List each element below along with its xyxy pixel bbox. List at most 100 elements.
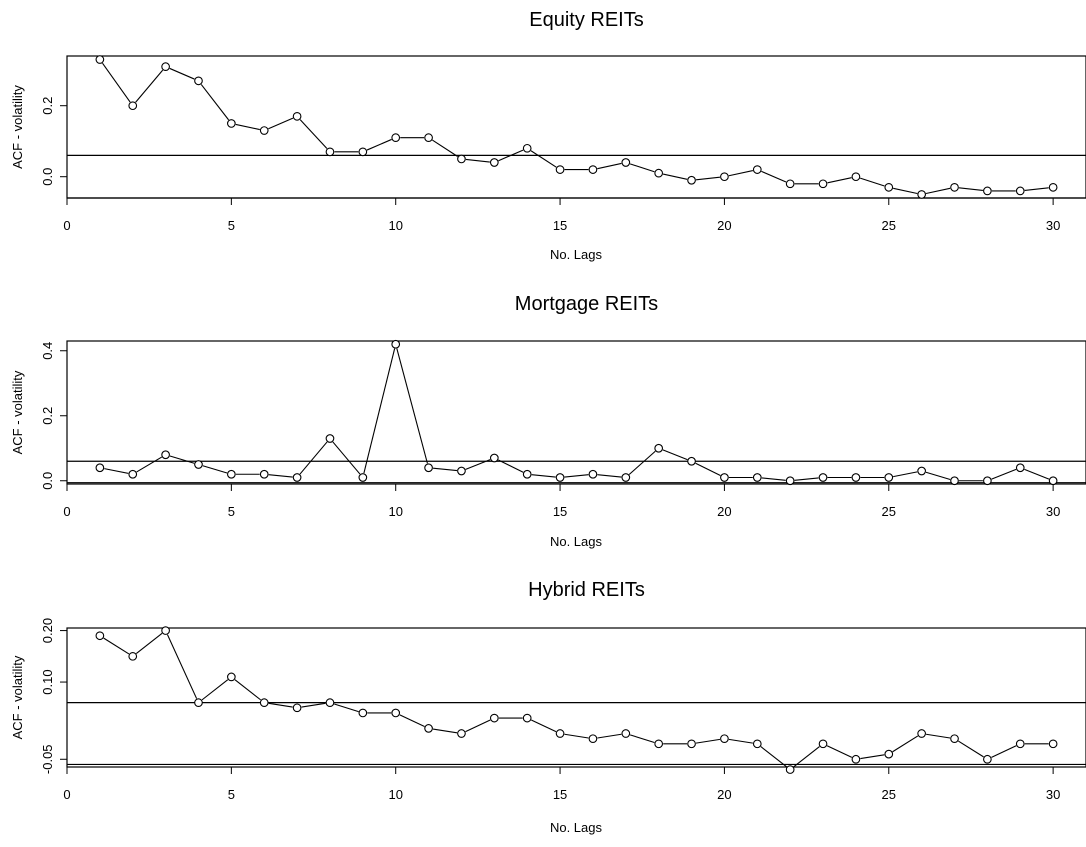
series-segment xyxy=(695,176,721,181)
series-segment xyxy=(629,163,655,173)
x-tick-label: 25 xyxy=(882,218,896,233)
plot-frame-1 xyxy=(66,55,1086,199)
data-point xyxy=(687,175,696,185)
series-segment xyxy=(860,177,885,187)
series-segment xyxy=(794,477,819,481)
series-segment xyxy=(268,117,294,130)
series-segment xyxy=(530,150,557,168)
data-point xyxy=(489,453,499,463)
data-point xyxy=(720,734,729,744)
series-segment xyxy=(1024,468,1050,480)
data-point xyxy=(161,626,170,635)
data-point xyxy=(391,708,401,718)
data-point xyxy=(194,76,203,86)
series-segment xyxy=(728,738,753,744)
data-point xyxy=(983,186,992,196)
data-point xyxy=(227,119,236,128)
series-segment xyxy=(135,69,164,103)
series-segment xyxy=(465,459,491,470)
plot-frame-3 xyxy=(66,627,1086,768)
data-point xyxy=(785,765,795,774)
data-point xyxy=(752,165,762,174)
data-point xyxy=(654,168,664,178)
x-tick-label: 10 xyxy=(388,218,402,233)
series-segment xyxy=(662,449,688,461)
series-segment xyxy=(925,471,951,480)
series-segment xyxy=(531,474,556,478)
y-tick-label: -0.05 xyxy=(40,744,55,774)
data-point xyxy=(950,476,959,486)
data-point xyxy=(292,473,302,482)
data-point xyxy=(917,729,926,738)
data-point xyxy=(884,473,894,482)
data-point xyxy=(325,698,335,707)
series-segment xyxy=(235,123,260,131)
series-segment xyxy=(202,465,228,474)
data-point xyxy=(391,339,401,349)
y-tick-label: 0.2 xyxy=(40,97,55,115)
data-point xyxy=(161,62,170,72)
x-tick-label: 15 xyxy=(553,218,567,233)
series-segment xyxy=(564,733,589,739)
data-point xyxy=(983,476,992,486)
series-segment xyxy=(498,459,524,473)
data-point xyxy=(292,111,302,121)
data-point xyxy=(522,143,532,153)
series-segment xyxy=(465,158,490,163)
series-segment xyxy=(135,632,163,654)
series-segment xyxy=(169,455,195,464)
y-tick-label: 0.0 xyxy=(40,472,55,490)
data-point xyxy=(588,165,598,174)
data-point xyxy=(785,179,795,189)
data-point xyxy=(194,698,203,707)
data-point xyxy=(884,183,894,192)
data-point xyxy=(489,713,499,723)
data-point xyxy=(720,172,729,182)
data-point xyxy=(818,739,828,749)
series-segment xyxy=(432,139,458,157)
data-point xyxy=(292,703,302,713)
series-segment xyxy=(363,348,396,474)
data-point xyxy=(95,55,105,64)
x-tick-label: 30 xyxy=(1046,504,1060,519)
series-segment xyxy=(597,474,622,478)
series-segment xyxy=(268,474,293,478)
data-point xyxy=(555,473,565,482)
x-tick-label: 5 xyxy=(228,218,235,233)
series-segment xyxy=(268,702,293,708)
series-segment xyxy=(301,702,326,708)
data-point xyxy=(752,739,762,749)
series-segment xyxy=(728,170,754,177)
data-point xyxy=(1015,186,1025,196)
data-point xyxy=(621,473,631,482)
data-point xyxy=(358,473,368,482)
data-point xyxy=(358,708,368,718)
data-point xyxy=(522,469,532,479)
data-point xyxy=(818,473,828,482)
plot-frame-2 xyxy=(66,340,1086,485)
data-point xyxy=(950,734,959,744)
x-tick-label: 10 xyxy=(388,787,402,802)
data-point xyxy=(654,739,664,749)
data-point xyxy=(325,434,335,443)
series-segment xyxy=(958,187,983,191)
data-point xyxy=(1048,183,1058,192)
series-segment xyxy=(761,477,786,481)
data-point xyxy=(588,734,598,744)
series-segment xyxy=(662,173,688,180)
data-point xyxy=(457,466,466,476)
data-point xyxy=(983,754,992,764)
series-segment xyxy=(299,441,328,475)
data-point xyxy=(424,724,433,733)
series-segment xyxy=(860,754,885,760)
series-segment xyxy=(893,471,918,478)
data-point xyxy=(851,473,861,482)
data-point xyxy=(259,126,269,135)
series-segment xyxy=(1024,187,1049,191)
series-segment xyxy=(366,138,392,151)
data-point xyxy=(95,631,105,641)
data-point xyxy=(95,463,105,473)
series-segment xyxy=(396,348,428,464)
x-tick-label: 15 xyxy=(553,787,567,802)
y-tick-label: 0.20 xyxy=(40,618,55,643)
